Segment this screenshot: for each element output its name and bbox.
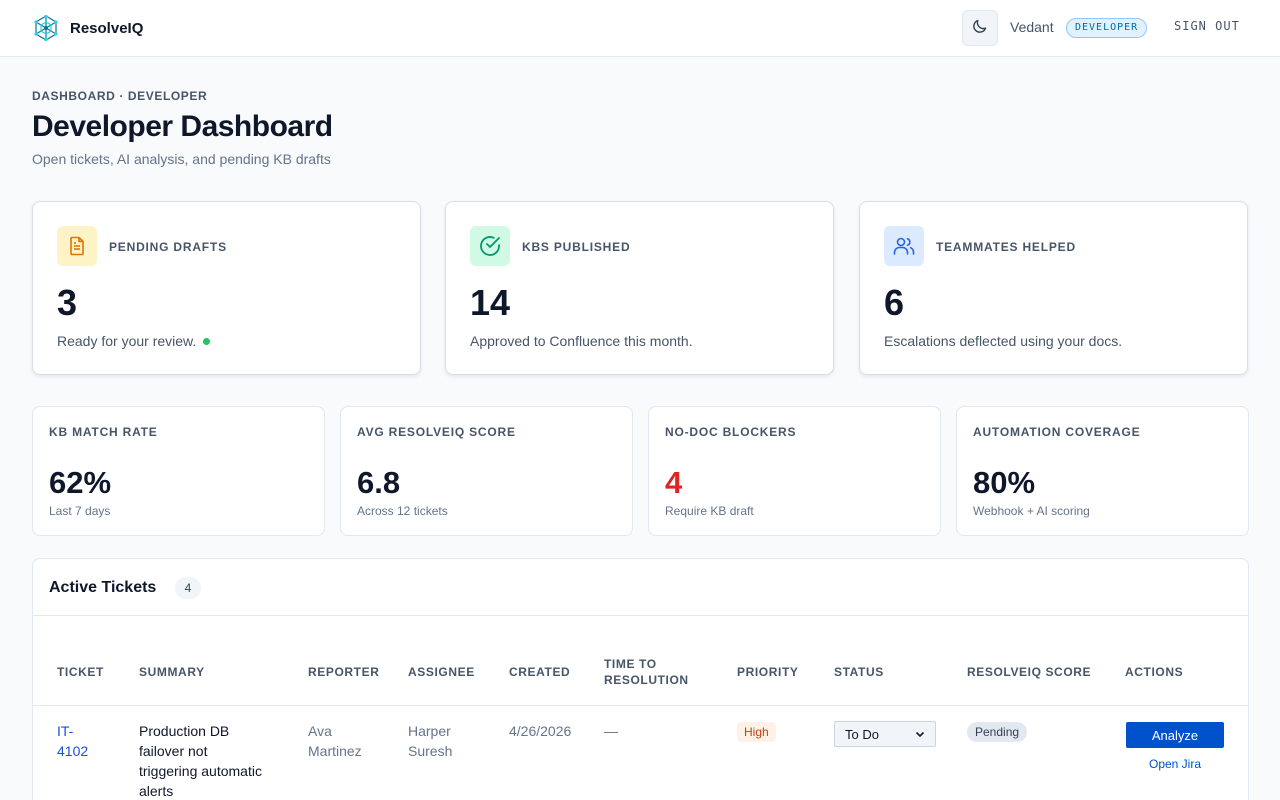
stat-value: 3 — [57, 282, 78, 323]
metric-value: 80% — [973, 465, 1036, 500]
metric-label: AVG RESOLVEIQ SCORE — [357, 425, 516, 439]
theme-toggle-button[interactable] — [962, 10, 998, 46]
stat-description: Ready for your review. — [57, 333, 211, 349]
column-header-reporter[interactable]: REPORTER — [308, 665, 380, 679]
metric-value: 6.8 — [357, 465, 401, 500]
brand[interactable]: ResolveIQ — [32, 14, 143, 42]
ticket-id-link[interactable]: IT- 4102 — [57, 721, 88, 761]
stat-description: Approved to Confluence this month. — [470, 333, 693, 349]
page-subtitle: Open tickets, AI analysis, and pending K… — [32, 151, 331, 167]
column-header-priority[interactable]: PRIORITY — [737, 665, 799, 679]
metric-card-avg-score: AVG RESOLVEIQ SCORE 6.8 Across 12 ticket… — [340, 406, 633, 536]
status-select[interactable]: To Do — [834, 721, 936, 747]
stat-card-teammates-helped: TEAMMATES HELPED 6 Escalations deflected… — [859, 201, 1248, 375]
panel-header: Active Tickets 4 — [33, 559, 1248, 616]
ticket-summary: Production DB failover not triggering au… — [139, 721, 262, 800]
summary-line: alerts — [139, 783, 174, 799]
stat-description: Escalations deflected using your docs. — [884, 333, 1123, 349]
score-pill: Pending — [967, 722, 1028, 742]
assignee-line: Harper — [408, 723, 451, 739]
document-icon — [57, 226, 97, 266]
role-badge: DEVELOPER — [1066, 18, 1148, 38]
metric-description: Across 12 tickets — [357, 504, 448, 518]
reporter-line: Martinez — [308, 743, 362, 759]
reporter-line: Ava — [308, 723, 332, 739]
stat-card-pending-drafts: PENDING DRAFTS 3 Ready for your review. — [32, 201, 421, 375]
metric-card-automation-coverage: AUTOMATION COVERAGE 80% Webhook + AI sco… — [956, 406, 1249, 536]
analyze-button[interactable]: Analyze — [1126, 722, 1224, 748]
metric-card-no-doc-blockers: NO-DOC BLOCKERS 4 Require KB draft — [648, 406, 941, 536]
table-header-divider — [33, 705, 1248, 706]
column-header-line: TIME TO — [604, 657, 657, 671]
ticket-id-line: IT- — [57, 723, 74, 739]
open-jira-link[interactable]: Open Jira — [1148, 757, 1202, 771]
ticket-reporter: Ava Martinez — [308, 721, 362, 761]
summary-line: triggering automatic — [139, 763, 262, 779]
stat-description-text: Ready for your review. — [57, 333, 197, 349]
chevron-down-icon — [915, 727, 925, 742]
metric-value: 62% — [49, 465, 112, 500]
column-header-assignee[interactable]: ASSIGNEE — [408, 665, 475, 679]
stat-label: TEAMMATES HELPED — [936, 240, 1076, 254]
stat-label: KBS PUBLISHED — [522, 240, 631, 254]
users-icon — [884, 226, 924, 266]
metric-description: Last 7 days — [49, 504, 111, 518]
panel-title: Active Tickets — [49, 579, 157, 596]
metric-card-kb-match-rate: KB MATCH RATE 62% Last 7 days — [32, 406, 325, 536]
breadcrumb: DASHBOARD · DEVELOPER — [32, 89, 208, 103]
active-tickets-panel: Active Tickets 4 TICKET SUMMARY REPORTER… — [32, 558, 1249, 800]
status-select-value: To Do — [845, 726, 879, 742]
priority-badge: High — [737, 722, 776, 742]
metric-label: AUTOMATION COVERAGE — [973, 425, 1141, 439]
sign-out-button[interactable]: SIGN OUT — [1174, 19, 1240, 33]
summary-line: Production DB — [139, 723, 230, 739]
check-circle-icon — [470, 226, 510, 266]
metric-description: Webhook + AI scoring — [973, 504, 1090, 518]
ticket-created-date: 4/26/2026 — [509, 723, 572, 739]
moon-icon — [972, 18, 988, 39]
metric-label: NO-DOC BLOCKERS — [665, 425, 797, 439]
metric-label: KB MATCH RATE — [49, 425, 158, 439]
network-logo-icon — [32, 14, 60, 42]
user-name: Vedant — [1010, 19, 1054, 35]
column-header-time-to-resolution[interactable]: TIME TO RESOLUTION — [604, 656, 689, 688]
ticket-assignee: Harper Suresh — [408, 721, 452, 761]
column-header-actions: ACTIONS — [1125, 665, 1184, 679]
column-header-line: RESOLUTION — [604, 673, 689, 687]
ticket-time-to-resolution: — — [604, 723, 618, 739]
assignee-line: Suresh — [408, 743, 453, 759]
stat-label: PENDING DRAFTS — [109, 240, 227, 254]
column-header-status[interactable]: STATUS — [834, 665, 884, 679]
stat-card-kbs-published: KBS PUBLISHED 14 Approved to Confluence … — [445, 201, 834, 375]
column-header-score[interactable]: RESOLVEIQ SCORE — [967, 665, 1092, 679]
metric-description: Require KB draft — [665, 504, 754, 518]
top-bar: ResolveIQ Vedant DEVELOPER SIGN OUT — [0, 0, 1280, 57]
ticket-id-line: 4102 — [57, 743, 89, 759]
column-header-summary[interactable]: SUMMARY — [139, 665, 205, 679]
ticket-count-badge: 4 — [175, 577, 201, 599]
summary-line: failover not — [139, 743, 208, 759]
stat-value: 14 — [470, 282, 511, 323]
stat-value: 6 — [884, 282, 905, 323]
column-header-created[interactable]: CREATED — [509, 665, 571, 679]
status-dot — [203, 337, 211, 345]
column-header-ticket[interactable]: TICKET — [57, 665, 104, 679]
page-title: Developer Dashboard — [32, 110, 333, 143]
app-name: ResolveIQ — [70, 19, 144, 37]
metric-value: 4 — [665, 465, 683, 500]
